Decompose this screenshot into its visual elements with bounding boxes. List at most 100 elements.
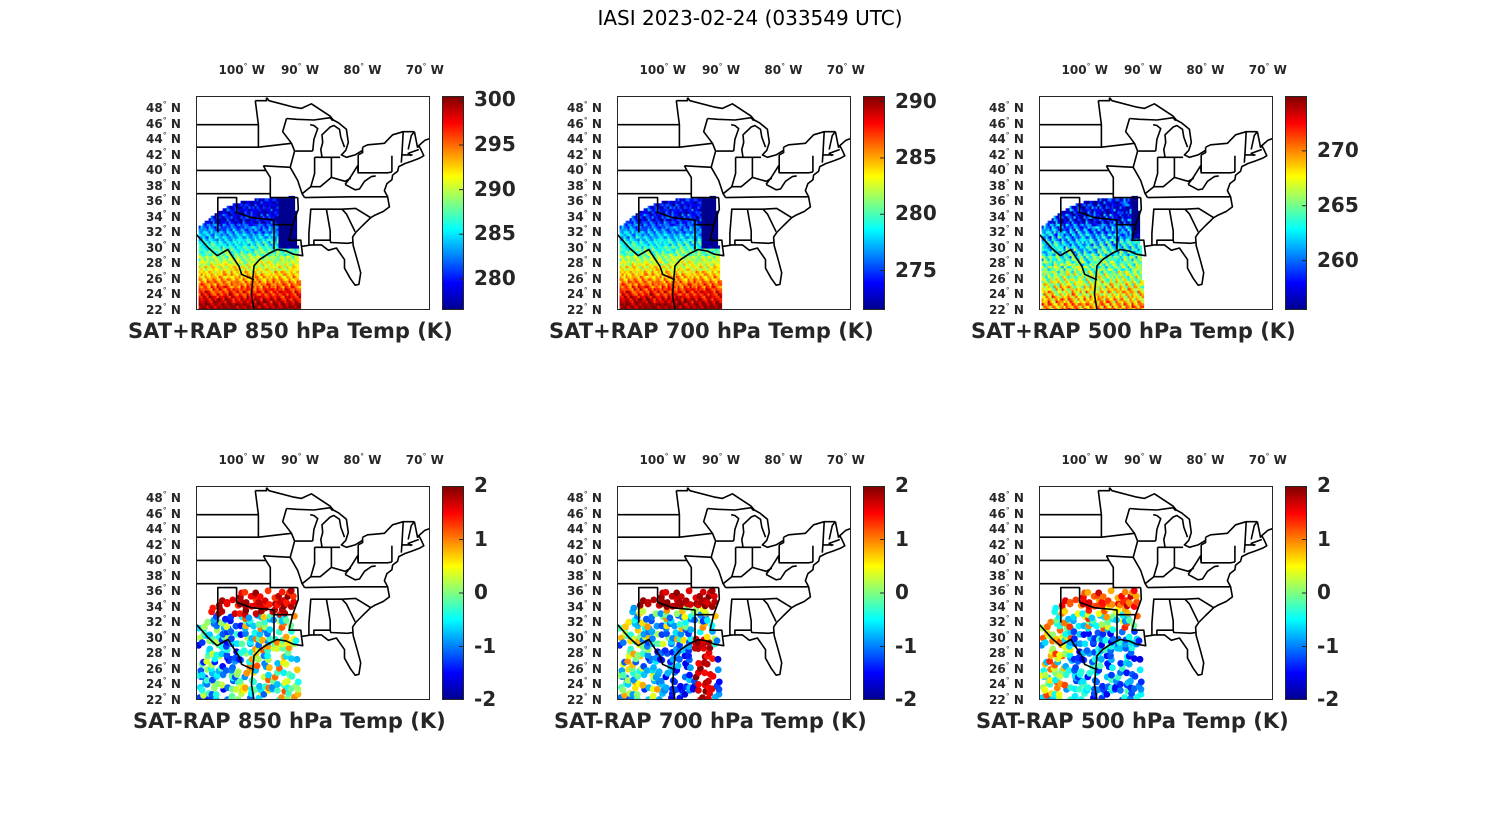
data-cell xyxy=(242,267,246,271)
data-cell xyxy=(659,302,663,306)
data-cell xyxy=(278,307,282,310)
data-cell xyxy=(1041,248,1045,252)
data-cell xyxy=(659,230,663,234)
data-cell xyxy=(222,220,226,224)
data-cell xyxy=(226,243,230,247)
data-cell xyxy=(272,292,276,296)
data-cell xyxy=(290,275,294,279)
data-cell xyxy=(627,305,631,309)
data-cell xyxy=(212,230,216,234)
data-cell xyxy=(671,275,675,279)
country-border xyxy=(196,233,255,281)
data-cell xyxy=(210,235,214,239)
data-cell xyxy=(258,300,262,304)
data-cell xyxy=(270,223,274,227)
data-cell xyxy=(240,243,244,247)
data-cell xyxy=(675,245,679,249)
data-cell xyxy=(236,307,240,310)
data-cell xyxy=(633,270,637,274)
data-cell xyxy=(713,270,717,274)
data-cell xyxy=(647,290,651,294)
data-cell xyxy=(685,213,689,217)
data-cell xyxy=(679,220,683,224)
data-cell xyxy=(689,250,693,254)
data-cell xyxy=(246,238,250,242)
data-cell xyxy=(260,297,264,301)
lat-tick-hemi: N xyxy=(1013,240,1024,255)
lat-tick-hemi: N xyxy=(170,194,181,209)
data-cell xyxy=(230,260,234,264)
data-cell xyxy=(1053,272,1057,276)
data-cell xyxy=(254,300,258,304)
data-cell xyxy=(1059,243,1063,247)
data-cell xyxy=(298,305,302,309)
data-cell xyxy=(1061,267,1065,271)
data-cell xyxy=(208,292,212,296)
data-cell xyxy=(639,297,643,301)
data-cell xyxy=(240,267,244,271)
data-cell xyxy=(234,300,238,304)
data-cell xyxy=(701,270,705,274)
data-cell xyxy=(649,220,653,224)
data-cell xyxy=(228,277,232,281)
data-cell xyxy=(629,235,633,239)
data-cell xyxy=(294,210,298,214)
data-cell xyxy=(703,255,707,259)
data-cell xyxy=(679,255,683,259)
data-cell xyxy=(238,307,242,310)
data-cell xyxy=(1049,262,1053,266)
data-cell xyxy=(288,200,292,204)
data-cell xyxy=(296,300,300,304)
data-cell xyxy=(1051,282,1055,286)
data-cell xyxy=(254,223,258,227)
data-cell xyxy=(206,290,210,294)
data-cell xyxy=(669,205,673,209)
data-cell xyxy=(216,267,220,271)
data-cell xyxy=(200,272,204,276)
data-cell xyxy=(254,205,258,209)
data-cell xyxy=(685,203,689,207)
data-cell xyxy=(242,272,246,276)
data-cell xyxy=(216,285,220,289)
data-cell xyxy=(705,297,709,301)
data-cell xyxy=(639,300,643,304)
data-cell xyxy=(677,282,681,286)
data-cell xyxy=(290,250,294,254)
data-cell xyxy=(683,282,687,286)
data-cell xyxy=(234,233,238,237)
data-cell xyxy=(248,240,252,244)
data-cell xyxy=(1045,233,1049,237)
data-cell xyxy=(278,267,282,271)
data-cell xyxy=(284,198,288,202)
data-cell xyxy=(220,225,224,229)
data-cell xyxy=(1051,290,1055,294)
data-cell xyxy=(703,292,707,296)
data-cell xyxy=(683,257,687,261)
data-cell xyxy=(290,270,294,274)
data-cell xyxy=(284,275,288,279)
data-cell xyxy=(643,292,647,296)
data-cell xyxy=(280,215,284,219)
data-cell xyxy=(290,285,294,289)
data-cell xyxy=(665,300,669,304)
data-cell xyxy=(214,213,218,217)
data-cell xyxy=(669,282,673,286)
data-cell xyxy=(647,215,651,219)
data-cell xyxy=(238,215,242,219)
data-cell xyxy=(298,297,302,301)
data-cell xyxy=(238,203,242,207)
data-cell xyxy=(675,297,679,301)
data-cell xyxy=(629,228,633,232)
data-cell xyxy=(1057,248,1061,252)
data-cell xyxy=(1059,250,1063,254)
data-cell xyxy=(669,297,673,301)
data-cell xyxy=(270,297,274,301)
data-cell xyxy=(292,277,296,281)
data-cell xyxy=(639,225,643,229)
data-cell xyxy=(238,272,242,276)
data-cell xyxy=(228,262,232,266)
data-cell xyxy=(232,260,236,264)
data-cell xyxy=(681,235,685,239)
data-cell xyxy=(1061,285,1065,289)
data-cell xyxy=(659,238,663,242)
